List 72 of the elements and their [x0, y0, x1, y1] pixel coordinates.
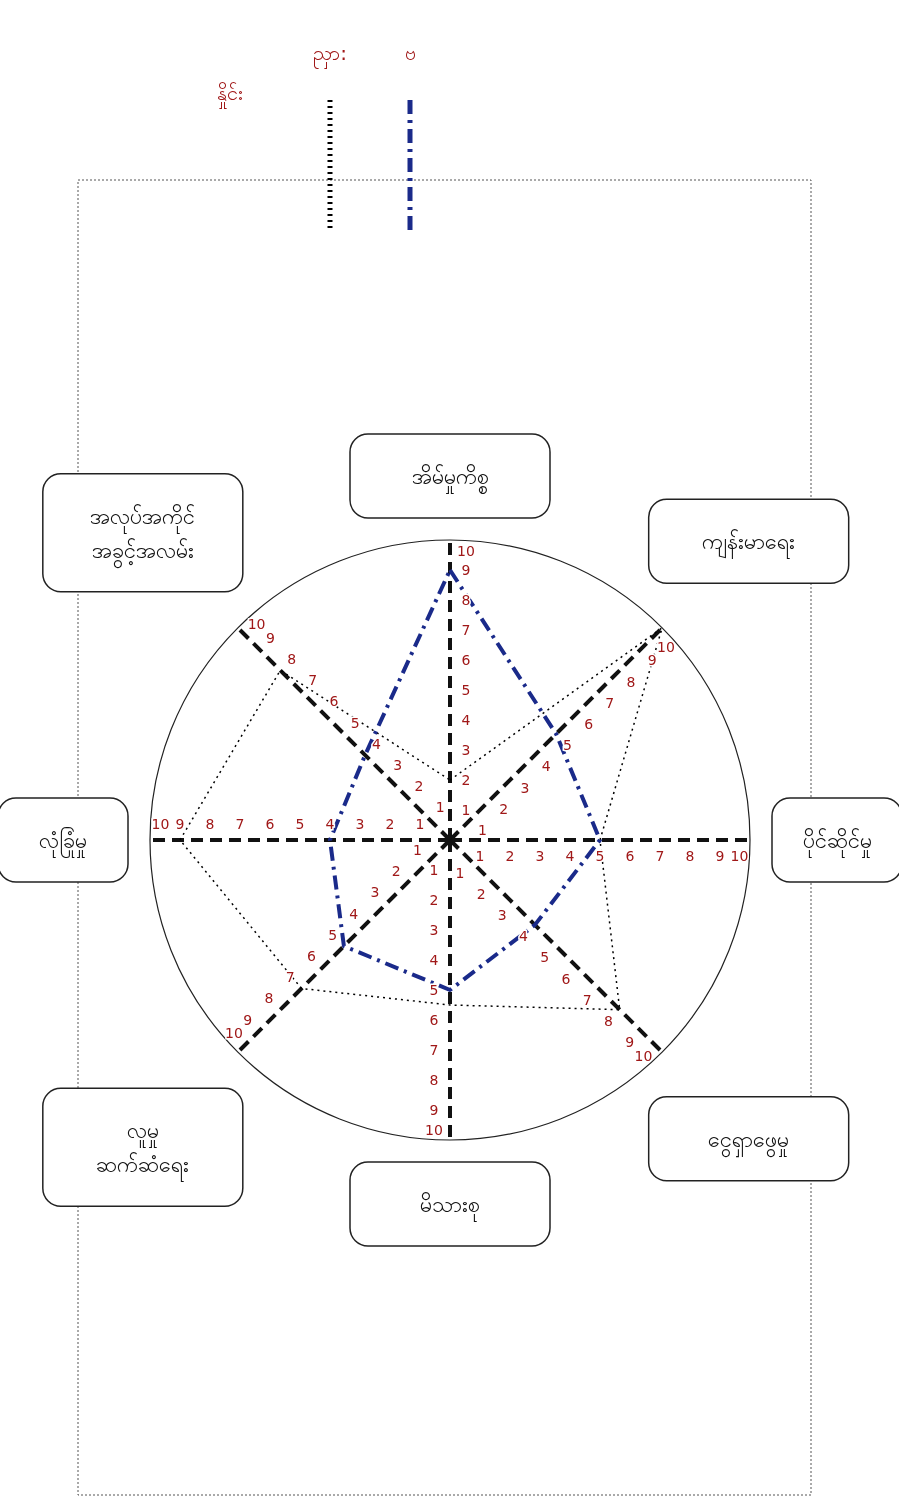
text: 5	[328, 926, 338, 943]
text: 8	[264, 990, 274, 1007]
text: ညှာ:	[313, 41, 347, 69]
y-tick-label: 1	[461, 802, 471, 818]
text: 10	[657, 638, 675, 655]
text: 2	[429, 892, 439, 908]
spoke-label: လူမှု ဆက်ဆံရေး	[96, 1118, 190, 1183]
text: 6	[265, 816, 275, 832]
text: 5	[429, 982, 439, 998]
text: 6	[306, 947, 316, 964]
text: 4	[541, 758, 551, 775]
text: 10	[730, 848, 749, 864]
text: 7	[605, 694, 615, 711]
text: 8	[685, 848, 695, 864]
text: 8	[205, 816, 215, 832]
y-tick-label: 4	[461, 712, 471, 728]
text: 10	[151, 816, 170, 832]
text: 7	[308, 672, 318, 689]
text: 7	[235, 816, 245, 832]
text: 4	[429, 952, 439, 968]
y-tick-label: 7	[461, 622, 471, 638]
text: 8	[287, 650, 297, 667]
spoke-label: လုံခြုံမှု	[39, 827, 87, 858]
text: 4	[349, 905, 359, 922]
text: 2	[476, 885, 486, 902]
legend-title: နှိုင်း	[217, 81, 243, 109]
text: 2	[391, 863, 401, 880]
text: 7	[582, 991, 592, 1008]
text: 7	[285, 969, 295, 986]
text: 9	[429, 1102, 439, 1118]
spoke-label: အိမ်မှုကိစ္စ	[411, 464, 489, 494]
text: 3	[370, 884, 380, 901]
text: 6	[329, 693, 339, 710]
spoke-label: အလုပ်အကိုင် အခွင့်အလမ်း	[90, 503, 196, 569]
text: 9	[265, 629, 275, 646]
spoke-label: မိသားစု	[420, 1192, 480, 1222]
text: 6	[584, 716, 594, 733]
text: 4	[325, 816, 335, 832]
text: 9	[715, 848, 725, 864]
text: 3	[355, 816, 365, 832]
text: 5	[540, 949, 550, 966]
text: 7	[429, 1042, 439, 1058]
text: 1	[478, 822, 487, 839]
text: 5	[595, 848, 605, 864]
text: 4	[372, 735, 381, 752]
text: 9	[175, 816, 185, 832]
text: 5	[295, 816, 305, 832]
text: 9	[243, 1011, 253, 1028]
text: 3	[393, 757, 403, 774]
text: 1	[413, 841, 422, 858]
text: 1	[415, 816, 425, 832]
text: 8	[429, 1072, 439, 1088]
text: 6	[429, 1012, 439, 1028]
text: 1	[429, 862, 439, 878]
text: 4	[519, 928, 529, 945]
text: 2	[385, 816, 395, 832]
text: 5	[350, 714, 360, 731]
text: 8	[603, 1013, 613, 1030]
text: 10	[247, 615, 266, 632]
text: 7	[655, 848, 665, 864]
text: 2	[414, 778, 424, 795]
spoke-label: ပိုင်ဆိုင်မှု	[802, 828, 872, 858]
text: 9	[647, 652, 657, 669]
text: 10	[425, 1121, 443, 1138]
spoke-label: ကျန်းမာရေး	[702, 529, 796, 560]
text: 3	[429, 922, 439, 938]
text: 1	[475, 848, 485, 864]
spoke-label: ငွေရှာဖွေမှု	[708, 1126, 790, 1158]
text: 1	[435, 799, 445, 816]
text: 3	[535, 848, 545, 864]
text: 3	[520, 779, 530, 796]
text: ဗ	[404, 41, 416, 65]
